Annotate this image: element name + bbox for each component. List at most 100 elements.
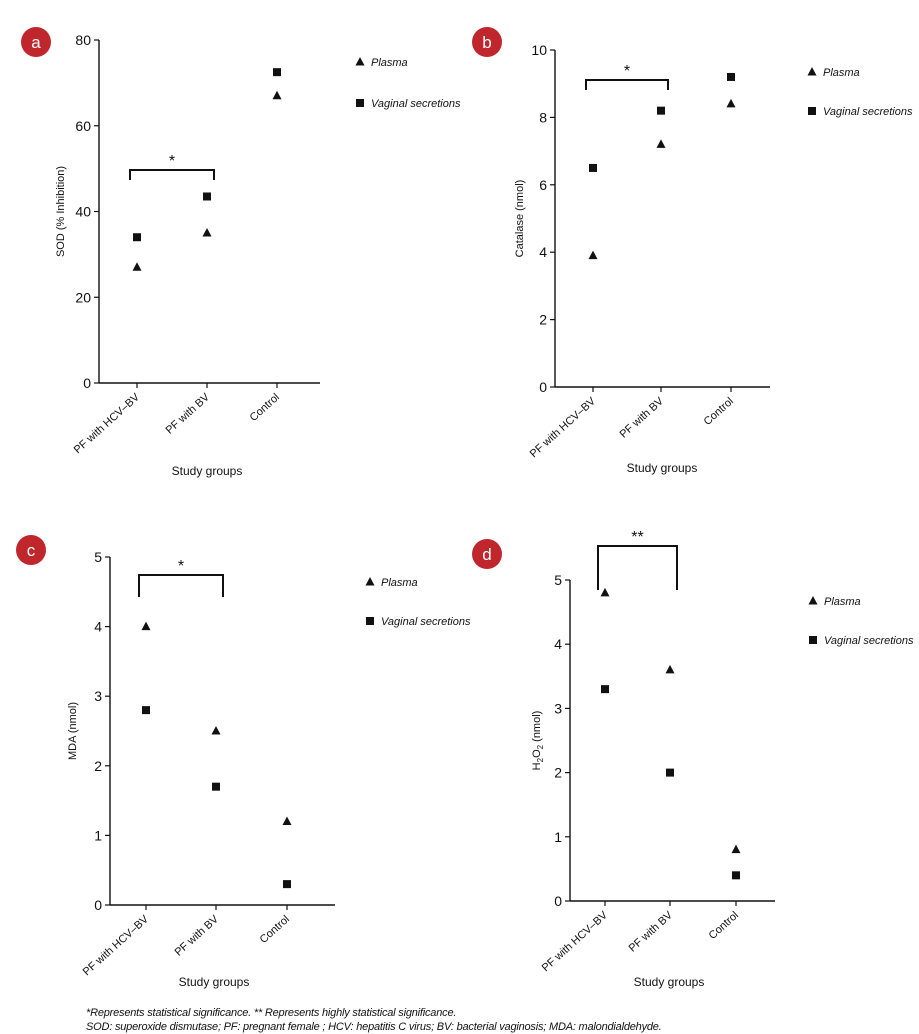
panel-badge <box>472 539 502 569</box>
legend-label: Plasma <box>381 577 418 589</box>
footnote-abbreviations: SOD: superoxide dismutase; PF: pregnant … <box>86 1021 662 1033</box>
chart-panel-a: a 0 20 40 60 80 PF with HCV–BV PF with BV Contro… <box>21 27 461 478</box>
panel-label: c <box>27 541 36 560</box>
y-axis-title: SOD (% Inhibition) <box>55 166 67 257</box>
panel-label: a <box>31 33 41 52</box>
significance-marker: * <box>624 63 630 80</box>
legend-label: Plasma <box>371 57 408 69</box>
legend-label: Vaginal secretions <box>823 106 913 118</box>
y-tick-label: 20 <box>75 289 91 305</box>
significance-marker: * <box>178 558 184 575</box>
panel-badge <box>472 27 502 57</box>
legend-marker-plasma <box>355 57 365 66</box>
legend-label: Plasma <box>824 596 861 608</box>
data-point-vaginal-secretions <box>666 768 674 777</box>
legend-marker-vaginal-secretions <box>808 107 816 115</box>
y-tick-label: 2 <box>94 758 102 774</box>
x-tick-label: Control <box>248 391 282 424</box>
x-axis-title: Study groups <box>179 975 250 989</box>
y-tick-label: 6 <box>539 177 547 193</box>
legend-marker-vaginal-secretions <box>356 99 364 107</box>
data-point-vaginal-secretions <box>203 192 211 201</box>
data-point-vaginal-secretions <box>273 68 281 77</box>
x-axis-title: Study groups <box>172 464 243 478</box>
significance-marker: * <box>169 153 175 170</box>
y-tick-label: 5 <box>94 549 102 565</box>
data-point-plasma <box>202 227 212 237</box>
significance-bracket <box>129 169 215 180</box>
chart-panel-c: c 0 1 2 3 4 5 PF with HCV–BV PF with BV Control MD… <box>16 535 471 989</box>
data-point-plasma <box>132 262 142 271</box>
data-point-plasma <box>272 90 282 100</box>
y-tick-label: 60 <box>75 118 91 134</box>
y-tick-label: 0 <box>83 375 91 391</box>
legend-marker-vaginal-secretions <box>809 636 817 644</box>
y-tick-label: 0 <box>94 897 102 913</box>
data-point-plasma <box>665 664 675 674</box>
data-point-plasma <box>588 250 598 260</box>
data-point-vaginal-secretions <box>283 880 291 889</box>
panel-badge <box>21 27 51 57</box>
x-tick-label: PF with BV <box>627 909 676 955</box>
y-tick-label: 40 <box>75 204 91 220</box>
x-tick-label: PF with BV <box>173 913 222 959</box>
y-tick-label: 4 <box>554 636 562 652</box>
y-tick-label: 3 <box>94 688 102 704</box>
significance-marker: ** <box>631 529 643 546</box>
data-point-plasma <box>141 621 151 631</box>
y-axis-title: MDA (nmol) <box>67 702 79 760</box>
x-axis-title: Study groups <box>634 975 705 989</box>
footnote-significance: *Represents statistical significance. **… <box>86 1007 457 1019</box>
x-tick-label: Control <box>707 909 741 942</box>
panel-badge <box>16 535 46 565</box>
legend-marker-vaginal-secretions <box>366 617 374 625</box>
legend-marker-plasma <box>808 596 818 605</box>
legend-label: Vaginal secretions <box>824 635 914 647</box>
legend-marker-plasma <box>807 67 817 76</box>
x-tick-label: Control <box>258 913 292 946</box>
x-tick-label: PF with HCV–BV <box>540 909 611 974</box>
data-point-plasma <box>731 844 741 854</box>
data-point-plasma <box>600 587 610 597</box>
data-point-vaginal-secretions <box>601 685 609 694</box>
y-axis-title: Catalase (nmol) <box>514 180 526 258</box>
legend-label: Vaginal secretions <box>381 616 471 628</box>
data-point-plasma <box>656 139 666 148</box>
y-tick-label: 80 <box>75 32 91 48</box>
data-point-vaginal-secretions <box>657 106 665 115</box>
y-axis-title-part: (nmol) <box>531 711 543 745</box>
y-tick-label: 5 <box>554 572 562 588</box>
data-point-vaginal-secretions <box>142 706 150 715</box>
x-tick-label: PF with BV <box>618 395 667 441</box>
y-tick-label: 0 <box>539 379 547 395</box>
x-tick-label: PF with HCV–BV <box>528 395 599 460</box>
y-tick-label: 2 <box>554 765 562 781</box>
significance-bracket <box>138 574 224 597</box>
data-point-vaginal-secretions <box>133 233 141 242</box>
y-axis-title-part: O <box>531 749 543 758</box>
x-tick-label: PF with HCV–BV <box>81 913 152 978</box>
chart-panel-b: b 0 2 4 6 8 10 PF with HCV–BV PF with BV Control C… <box>472 27 913 475</box>
data-point-plasma <box>282 816 292 825</box>
data-point-vaginal-secretions <box>589 163 597 172</box>
y-axis-title: H2O2 (nmol) <box>531 711 545 771</box>
x-tick-label: PF with BV <box>164 391 213 437</box>
data-point-plasma <box>211 726 221 735</box>
y-tick-label: 3 <box>554 700 562 716</box>
significance-bracket <box>597 545 678 590</box>
legend-label: Vaginal secretions <box>371 98 461 110</box>
y-tick-label: 1 <box>554 829 562 845</box>
y-tick-label: 2 <box>539 312 547 328</box>
panel-label: d <box>482 545 491 564</box>
data-point-vaginal-secretions <box>727 72 735 81</box>
y-tick-label: 4 <box>539 244 547 260</box>
y-axis-title-part: H <box>531 762 543 770</box>
y-axis-title-subscript: 2 <box>536 757 545 762</box>
y-tick-label: 0 <box>554 893 562 909</box>
legend-label: Plasma <box>823 67 860 79</box>
data-point-vaginal-secretions <box>732 871 740 880</box>
significance-bracket <box>585 79 669 90</box>
y-tick-label: 8 <box>539 109 547 125</box>
data-point-vaginal-secretions <box>212 782 220 791</box>
